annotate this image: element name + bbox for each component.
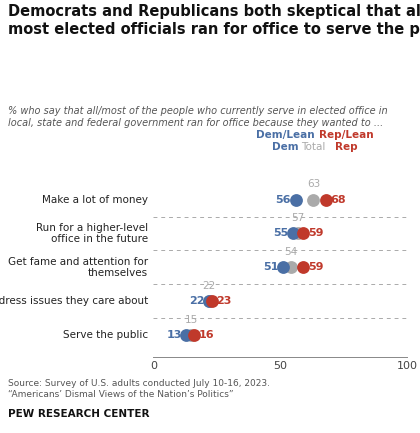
Point: [310, 196, 317, 203]
Point: [280, 264, 286, 271]
Text: 23: 23: [216, 296, 232, 306]
Text: Dem/Lean
Dem: Dem/Lean Dem: [256, 130, 315, 152]
Point: [191, 332, 197, 339]
Point: [300, 230, 307, 237]
Text: 55: 55: [273, 229, 289, 239]
Point: [290, 230, 297, 237]
Point: [206, 298, 213, 305]
Text: 15: 15: [185, 315, 198, 325]
Point: [292, 196, 299, 203]
Point: [300, 264, 307, 271]
Text: 57: 57: [291, 213, 305, 223]
Text: 54: 54: [284, 247, 297, 257]
Point: [323, 196, 329, 203]
Text: % who say that all/most of the people who currently serve in elected office in
l: % who say that all/most of the people wh…: [8, 106, 388, 129]
Text: 68: 68: [331, 194, 346, 204]
Text: 56: 56: [276, 194, 291, 204]
Point: [188, 332, 195, 339]
Text: Run for a higher-level
office in the future: Run for a higher-level office in the fut…: [36, 223, 148, 244]
Text: Total: Total: [301, 142, 326, 152]
Text: Rep/Lean
Rep: Rep/Lean Rep: [319, 130, 374, 152]
Text: 22: 22: [189, 296, 205, 306]
Text: Get fame and attention for
themselves: Get fame and attention for themselves: [8, 257, 148, 278]
Text: 13: 13: [166, 330, 182, 340]
Text: 16: 16: [199, 330, 214, 340]
Text: Address issues they care about: Address issues they care about: [0, 296, 148, 306]
Text: 59: 59: [308, 229, 323, 239]
Text: Serve the public: Serve the public: [63, 330, 148, 340]
Text: Make a lot of money: Make a lot of money: [42, 194, 148, 204]
Text: Source: Survey of U.S. adults conducted July 10-16, 2023.
“Americans’ Dismal Vie: Source: Survey of U.S. adults conducted …: [8, 379, 270, 399]
Text: PEW RESEARCH CENTER: PEW RESEARCH CENTER: [8, 409, 150, 419]
Text: 59: 59: [308, 262, 323, 272]
Text: Democrats and Republicans both skeptical that all or
most elected officials ran : Democrats and Republicans both skeptical…: [8, 4, 420, 37]
Point: [295, 230, 302, 237]
Point: [206, 298, 213, 305]
Point: [183, 332, 190, 339]
Point: [287, 264, 294, 271]
Text: 63: 63: [307, 179, 320, 189]
Text: 51: 51: [263, 262, 278, 272]
Point: [208, 298, 215, 305]
Text: 22: 22: [202, 281, 216, 291]
